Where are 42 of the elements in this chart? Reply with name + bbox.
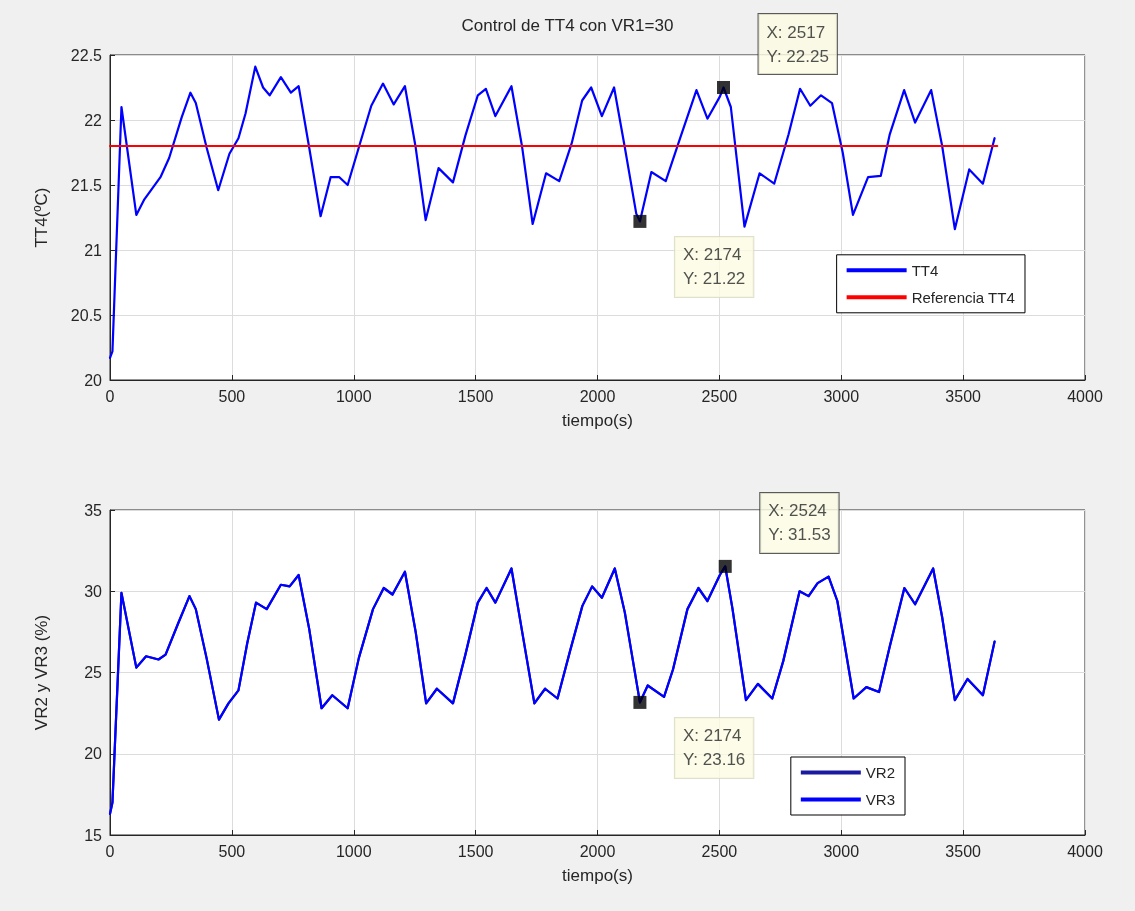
x-tick-label: 500 <box>218 842 246 860</box>
x-tick-label: 1000 <box>335 387 372 405</box>
annotation: X: 2524 Y: 31.53 <box>768 501 831 545</box>
y-tick-label: 15 <box>84 826 103 844</box>
legend-label: Referencia TT4 <box>911 288 1015 306</box>
x-tick-label: 0 <box>105 842 115 860</box>
x-tick-label: 3500 <box>945 842 982 860</box>
x-tick-label: 2500 <box>701 387 738 405</box>
y-tick-label: 22.5 <box>70 46 103 64</box>
annotation: X: 2174 Y: 21.22 <box>682 245 746 289</box>
y-axis-title: TT4(ºC) <box>32 187 51 248</box>
x-tick-label: 1500 <box>457 842 494 860</box>
y-tick-label: 35 <box>84 501 103 519</box>
annotation: X: 2517 Y: 22.25 <box>766 22 829 66</box>
legend-label: VR2 <box>865 764 896 781</box>
x-tick-label: 1000 <box>335 842 372 860</box>
x-tick-label: 3000 <box>823 842 860 860</box>
y-tick-label: 25 <box>84 664 103 681</box>
x-tick-label: 2000 <box>579 387 616 405</box>
x-tick-label: 3000 <box>823 387 860 405</box>
annotation: X: 2174 Y: 23.16 <box>682 726 746 770</box>
x-tick-label: 500 <box>218 387 246 405</box>
x-tick-label: 0 <box>105 387 115 405</box>
x-tick-label: 4000 <box>1067 842 1103 860</box>
y-tick-label: 20 <box>84 371 103 389</box>
y-tick-label: 20 <box>84 745 103 763</box>
x-axis-title: tiempo(s) <box>562 411 633 430</box>
legend-label: TT4 <box>911 261 939 279</box>
x-axis-title: tiempo(s) <box>562 866 633 885</box>
x-tick-label: 2000 <box>579 842 616 860</box>
y-tick-label: 30 <box>84 582 103 600</box>
chart-title: Control de TT4 con VR1=30 <box>461 16 674 35</box>
y-tick-label: 21 <box>84 241 103 259</box>
x-tick-label: 1500 <box>457 387 494 405</box>
y-tick-label: 20.5 <box>70 306 103 324</box>
y-axis-title: VR2 y VR3 (%) <box>32 614 51 731</box>
x-tick-label: 3500 <box>945 387 982 405</box>
y-tick-label: 21.5 <box>70 176 103 194</box>
y-tick-label: 22 <box>84 111 103 129</box>
x-tick-label: 2500 <box>701 842 738 860</box>
x-tick-label: 4000 <box>1067 387 1103 405</box>
legend-label: VR3 <box>865 791 896 808</box>
